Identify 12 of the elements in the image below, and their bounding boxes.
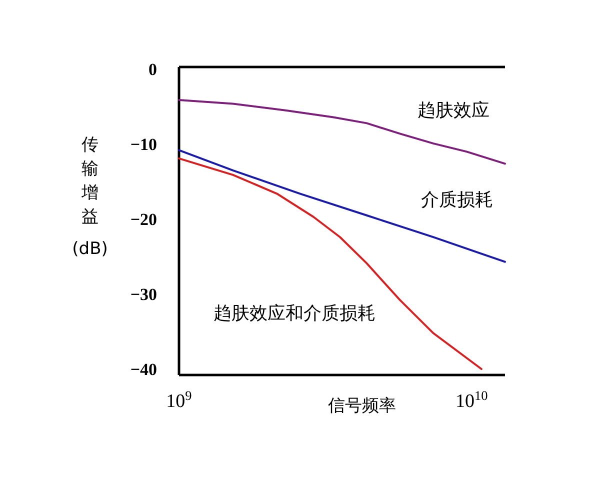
series-label: 趋肤效应和介质损耗 — [214, 302, 376, 324]
series-label: 介质损耗 — [421, 189, 493, 210]
series-label: 趋肤效应 — [418, 100, 490, 122]
y-tick-label: −30 — [130, 284, 157, 304]
y-axis-title: 传输增益(dB) — [72, 135, 108, 259]
y-tick-label: −10 — [130, 134, 157, 154]
y-tick-label: −40 — [130, 360, 157, 379]
y-tick-label: −20 — [130, 210, 157, 229]
x-axis-title: 信号频率 — [328, 396, 396, 416]
x-tick-label: 10$^{9}$ — [166, 388, 192, 412]
x-tick-label: 10$^{10}$ — [456, 388, 488, 412]
y-tick-label: 0 — [148, 60, 157, 79]
